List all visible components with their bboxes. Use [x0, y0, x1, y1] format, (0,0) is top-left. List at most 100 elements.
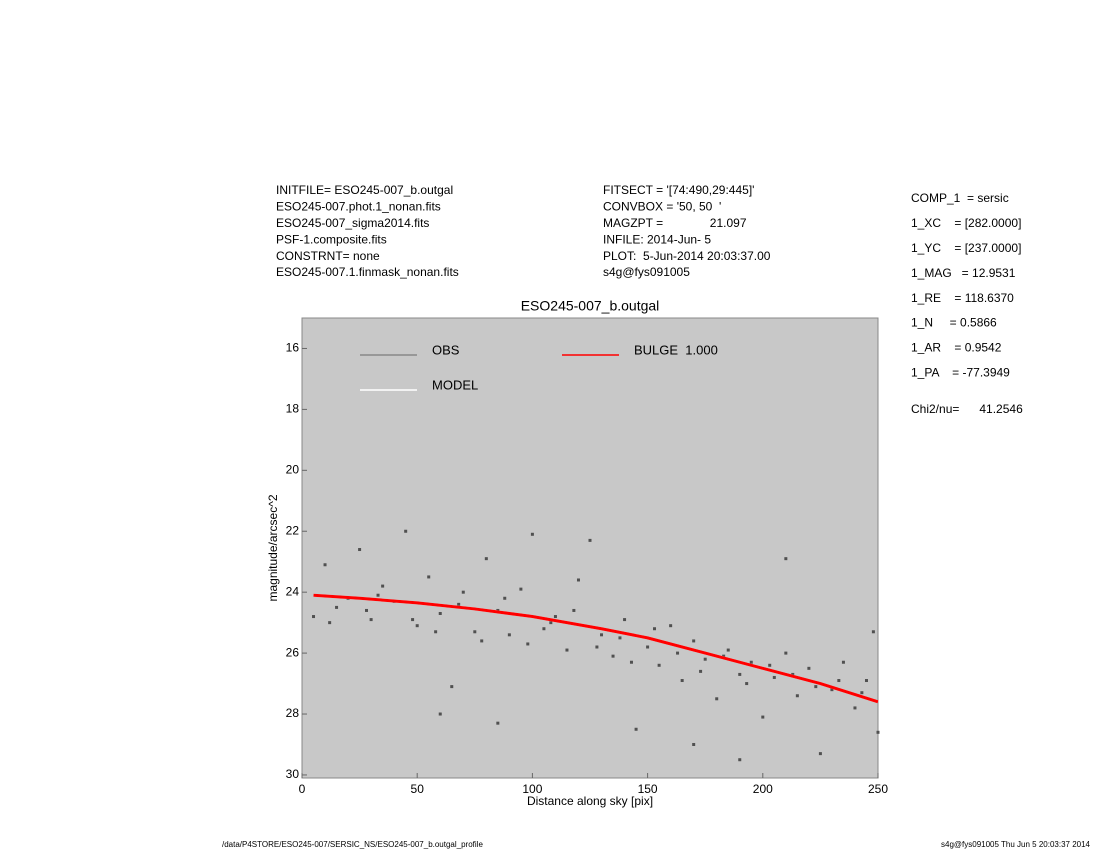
obs-point: [438, 712, 442, 716]
info-right: 1_N = 0.5866: [911, 316, 997, 330]
obs-point: [669, 624, 673, 628]
obs-point: [473, 630, 477, 634]
obs-point: [722, 654, 726, 658]
obs-point: [438, 611, 442, 615]
y-axis-label: magnitude/arcsec^2: [266, 494, 280, 601]
footer-right: s4g@fys091005 Thu Jun 5 20:03:37 2014: [941, 840, 1091, 849]
info-right: 1_AR = 0.9542: [911, 341, 1002, 355]
obs-point: [328, 621, 332, 625]
info-left: ESO245-007.1.finmask_nonan.fits: [276, 265, 459, 279]
obs-point: [450, 685, 454, 689]
obs-point: [576, 578, 580, 582]
obs-point: [860, 691, 864, 695]
obs-point: [335, 605, 339, 609]
obs-point: [553, 615, 557, 619]
obs-point: [484, 557, 488, 561]
obs-point: [853, 706, 857, 710]
x-tick-label: 0: [299, 782, 306, 796]
model-line: [313, 593, 879, 704]
legend-label: BULGE 1.000: [634, 342, 718, 357]
info-mid: PLOT: 5-Jun-2014 20:03:37.00: [603, 249, 771, 263]
obs-point: [738, 672, 742, 676]
obs-point: [507, 633, 511, 637]
obs-point: [404, 529, 408, 533]
obs-point: [692, 639, 696, 643]
obs-point: [376, 593, 380, 597]
info-right: 1_YC = [237.0000]: [911, 241, 1021, 255]
obs-point: [530, 532, 534, 536]
info-right: 1_RE = 118.6370: [911, 291, 1014, 305]
chart-title: ESO245-007_b.outgal: [521, 298, 660, 314]
obs-point: [365, 608, 369, 612]
obs-point: [745, 682, 749, 686]
obs-point: [795, 694, 799, 698]
obs-point: [623, 618, 627, 622]
obs-point: [572, 608, 576, 612]
obs-point: [772, 675, 776, 679]
obs-point: [600, 633, 604, 637]
obs-point: [784, 557, 788, 561]
y-tick-label: 30: [286, 767, 300, 781]
info-left: ESO245-007.phot.1_nonan.fits: [276, 200, 441, 214]
obs-point: [565, 648, 569, 652]
obs-point: [588, 538, 592, 542]
info-right: Chi2/nu= 41.2546: [911, 402, 1023, 416]
y-tick-label: 22: [286, 523, 300, 537]
x-tick-label: 50: [411, 782, 425, 796]
info-mid: FITSECT = '[74:490,29:445]': [603, 183, 754, 197]
obs-point: [381, 584, 385, 588]
info-mid: INFILE: 2014-Jun- 5: [603, 232, 711, 246]
y-tick-label: 28: [286, 706, 300, 720]
obs-point: [657, 663, 661, 667]
obs-point: [634, 727, 638, 731]
obs-point: [549, 621, 553, 625]
obs-point: [871, 630, 875, 634]
obs-point: [791, 672, 795, 676]
obs-point: [726, 648, 730, 652]
obs-point: [837, 679, 841, 683]
obs-point: [646, 645, 650, 649]
obs-point: [415, 624, 419, 628]
obs-point: [461, 590, 465, 594]
obs-point: [830, 688, 834, 692]
x-tick-label: 150: [638, 782, 658, 796]
legend-label: MODEL: [432, 377, 478, 392]
info-right: 1_MAG = 12.9531: [911, 266, 1016, 280]
obs-point: [749, 660, 753, 664]
obs-point: [358, 548, 362, 552]
info-right: COMP_1 = sersic: [911, 191, 1009, 205]
obs-point: [703, 657, 707, 661]
obs-point: [312, 615, 316, 619]
info-right: 1_PA = -77.3949: [911, 365, 1010, 379]
obs-point: [542, 627, 546, 631]
info-mid: s4g@fys091005: [603, 265, 690, 279]
obs-point: [369, 618, 373, 622]
obs-point: [496, 608, 500, 612]
footer-left: /data/P4STORE/ESO245-007/SERSIC_NS/ESO24…: [222, 840, 483, 849]
y-tick-label: 24: [286, 584, 300, 598]
obs-point: [807, 666, 811, 670]
y-tick-label: 20: [286, 462, 300, 476]
obs-point: [611, 654, 615, 658]
obs-point: [692, 742, 696, 746]
obs-point: [699, 669, 703, 673]
obs-point: [457, 602, 461, 606]
obs-point: [676, 651, 680, 655]
y-tick-label: 16: [286, 341, 300, 355]
legend-label: OBS: [432, 342, 460, 357]
obs-point: [841, 660, 845, 664]
obs-point: [496, 721, 500, 725]
info-mid: CONVBOX = '50, 50 ': [603, 200, 721, 214]
obs-point: [434, 630, 438, 634]
y-tick-label: 26: [286, 645, 300, 659]
obs-point: [864, 679, 868, 683]
obs-point: [519, 587, 523, 591]
obs-point: [323, 563, 327, 567]
obs-point: [618, 636, 622, 640]
obs-point: [411, 618, 415, 622]
obs-point: [738, 758, 742, 762]
obs-point: [876, 730, 880, 734]
obs-point: [818, 752, 822, 756]
